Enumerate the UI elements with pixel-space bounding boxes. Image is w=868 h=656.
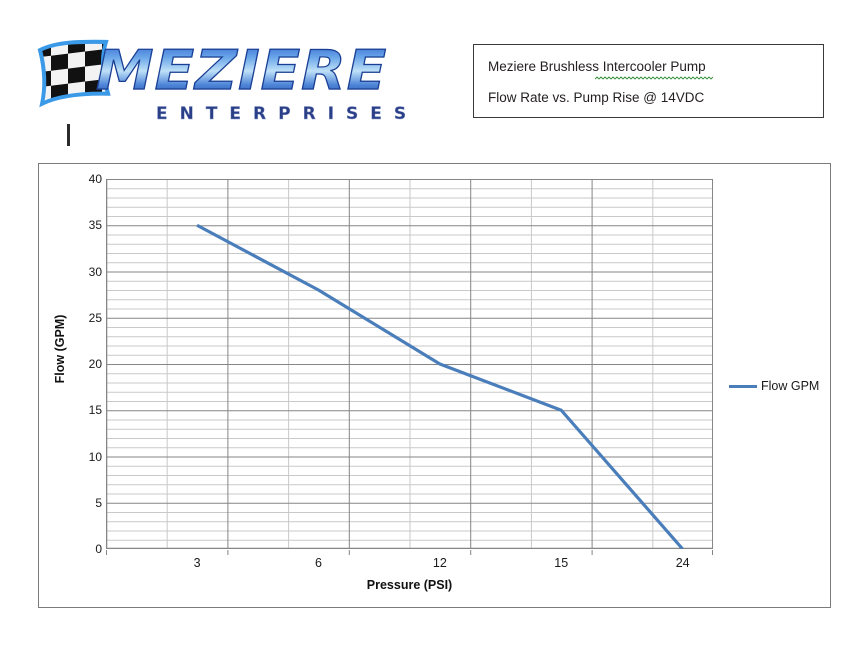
- logo-subtext: ENTERPRISES: [156, 104, 419, 124]
- plot-area: [106, 179, 713, 549]
- x-axis-title: Pressure (PSI): [366, 578, 453, 592]
- meziere-logo: MEZIERE ENTERPRISES: [34, 32, 414, 146]
- y-tick-label: 25: [88, 310, 102, 325]
- chart-title-line-2: Flow Rate vs. Pump Rise @ 14VDC: [488, 90, 705, 105]
- chart-container: Flow (GPM) 0 5 10 15 20 25 30 35 40 3 6 12 15 24 Pre…: [38, 163, 831, 608]
- y-tick-label: 35: [88, 218, 102, 233]
- chart-title-line-1: Meziere Brushless Intercooler Pump: [488, 59, 706, 74]
- y-tick-label: 5: [95, 495, 102, 510]
- x-axis-tick-marks: [106, 550, 713, 555]
- y-tick-label: 0: [95, 542, 102, 556]
- data-series-flow-gpm: [196, 223, 684, 549]
- x-tick-label: 15: [554, 556, 569, 570]
- y-axis-tick-labels: 0 5 10 15 20 25 30 35 40: [58, 173, 102, 555]
- x-tick-label: 6: [314, 556, 322, 570]
- y-tick-label: 30: [88, 264, 102, 279]
- logo-accent-bar: [67, 124, 70, 146]
- major-vertical-gridlines: [227, 179, 593, 549]
- x-tick-label: 3: [193, 556, 201, 570]
- x-axis-tick-labels: 3 6 12 15 24: [106, 550, 713, 574]
- checkered-flag-icon: [37, 37, 111, 108]
- y-tick-label: 10: [88, 449, 102, 464]
- legend-line-swatch: [729, 384, 757, 388]
- spellcheck-squiggle-icon: [595, 76, 713, 80]
- chart-legend: Flow GPM: [729, 379, 819, 393]
- x-tick-label: 12: [432, 556, 447, 570]
- chart-title-box: Meziere Brushless Intercooler Pump Flow …: [473, 44, 824, 118]
- x-tick-label: 24: [675, 556, 690, 570]
- y-tick-label: 15: [88, 403, 102, 418]
- y-tick-label: 20: [88, 357, 102, 371]
- legend-label-flow-gpm: Flow GPM: [761, 379, 820, 393]
- logo-wordmark: MEZIERE: [95, 39, 436, 102]
- y-tick-label: 40: [88, 172, 102, 186]
- chart-plot-svg: [106, 179, 713, 549]
- plot-border: [106, 179, 713, 549]
